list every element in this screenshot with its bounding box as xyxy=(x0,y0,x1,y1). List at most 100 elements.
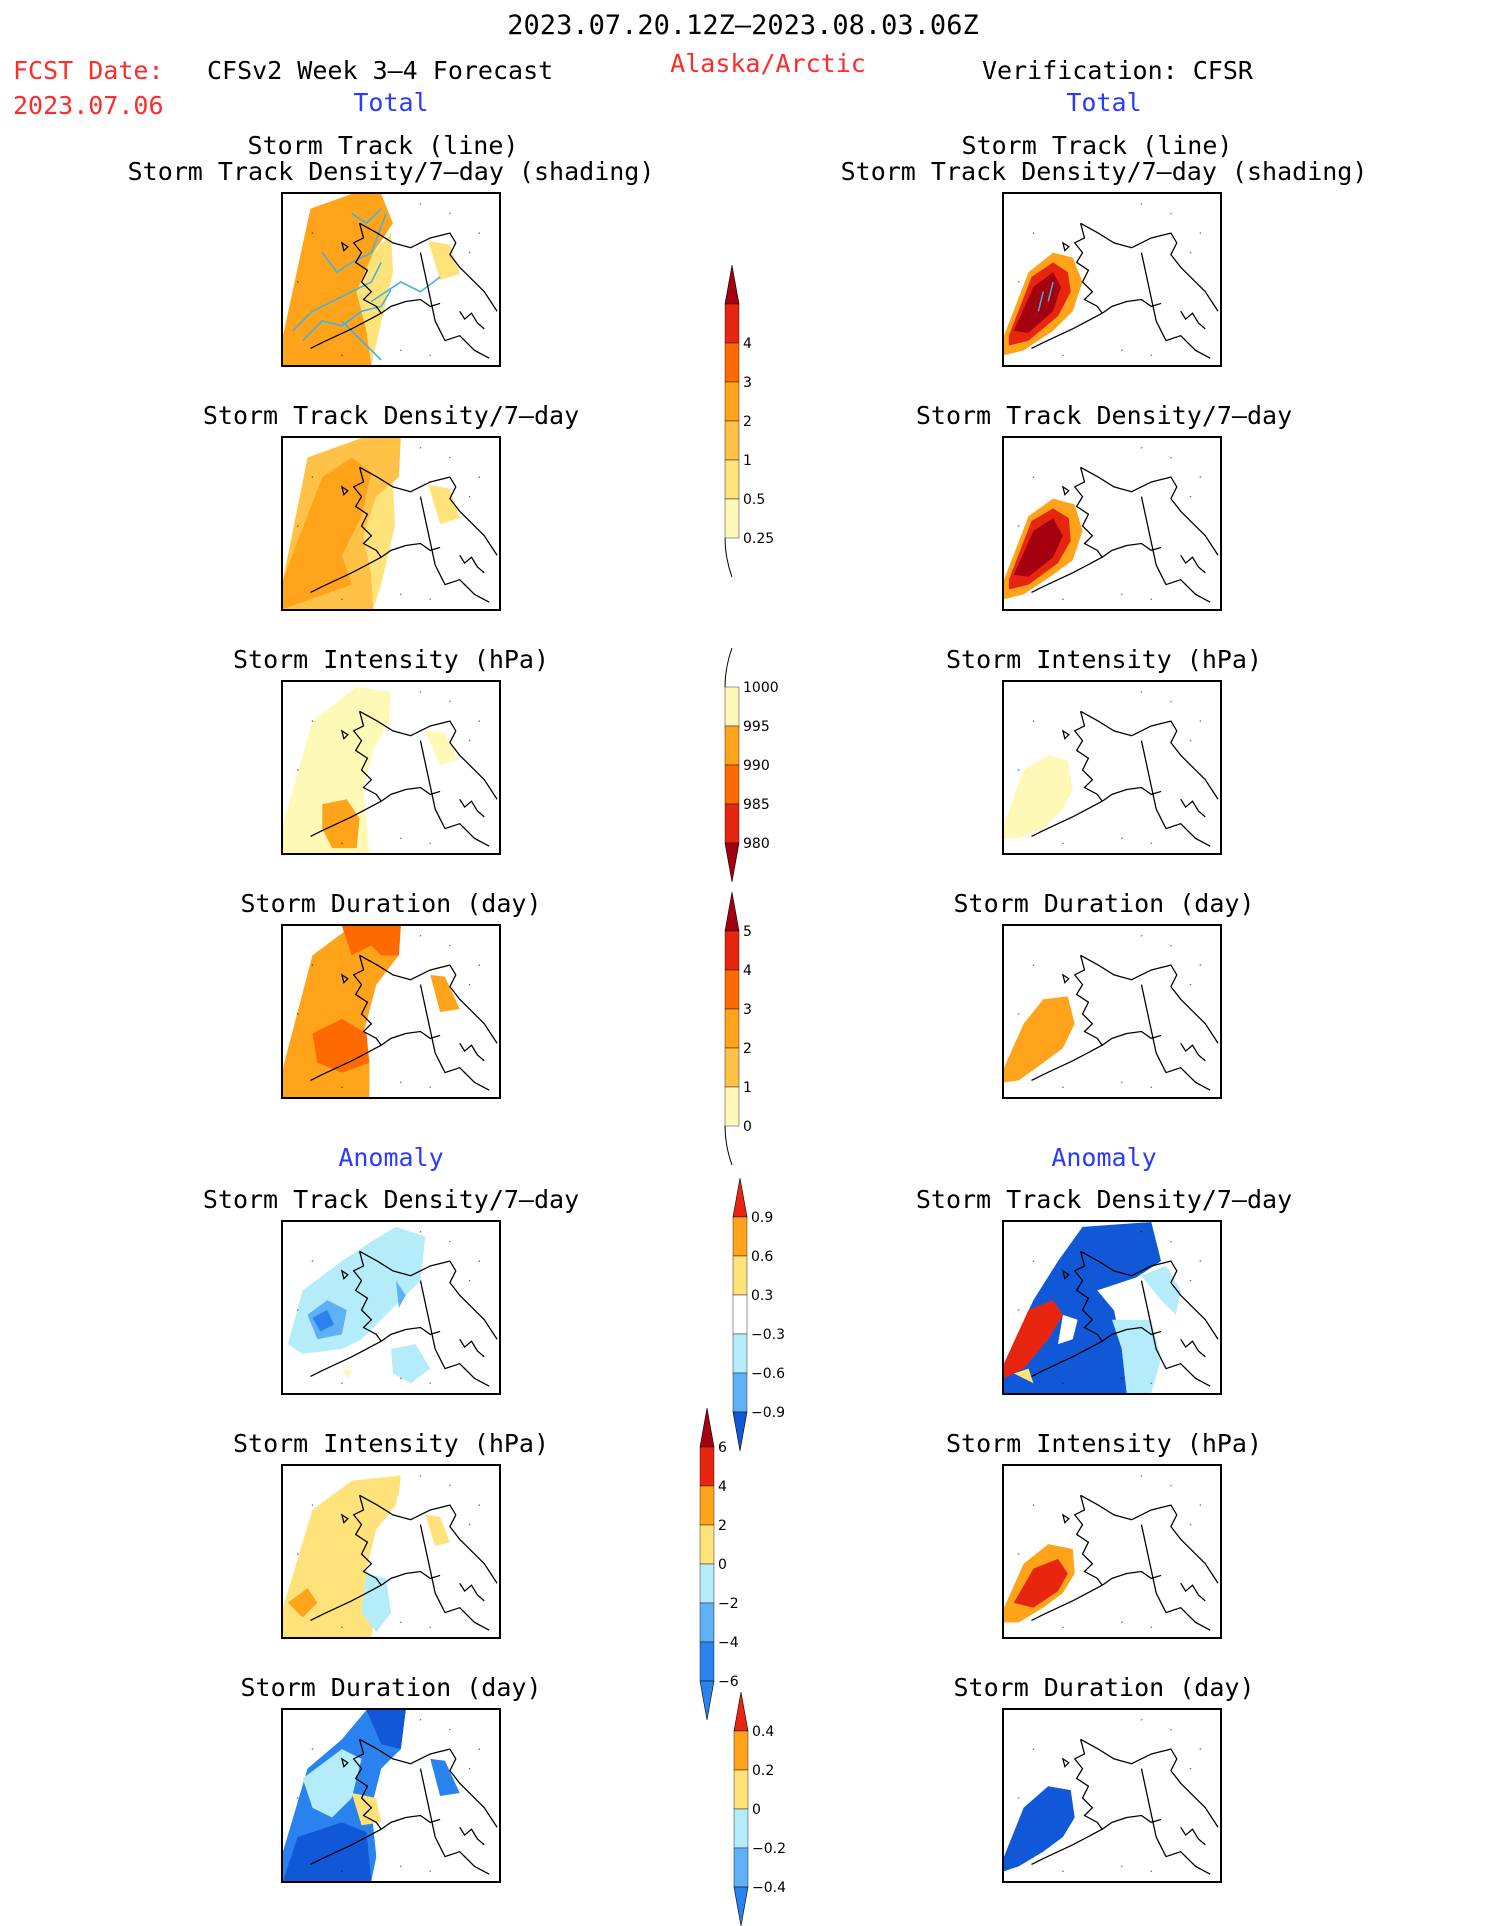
colorbar-tick-label: 4 xyxy=(743,336,752,352)
alaska-coastline xyxy=(1031,1250,1219,1387)
graticule-dots xyxy=(1017,1474,1202,1629)
forecast-period: 2023.07.20.12Z–2023.08.03.06Z xyxy=(507,10,979,41)
colorbar-tick-label: 6 xyxy=(718,1440,727,1456)
map-forecast-anom-intensity xyxy=(281,1464,501,1639)
alaska-coastline xyxy=(310,466,498,603)
colorbar-cap xyxy=(699,1680,715,1721)
colorbar-cap xyxy=(724,264,740,305)
graticule-dots xyxy=(296,1718,481,1873)
alaska-coastline xyxy=(1031,954,1219,1091)
fcst-date: 2023.07.06 xyxy=(13,91,164,120)
colorbar-tick-label: 4 xyxy=(718,1479,727,1495)
colorbar-tick-label: 990 xyxy=(743,758,770,774)
right-duration-title: Storm Duration (day) xyxy=(953,889,1255,918)
colorbar-tick-label: 4 xyxy=(743,963,752,979)
right-anom-density-title: Storm Track Density/7–day xyxy=(915,1185,1293,1214)
map-forecast-density xyxy=(281,436,501,611)
colorbar-box xyxy=(732,1294,748,1335)
graticule-dots xyxy=(296,1474,481,1629)
colorbar-box xyxy=(724,725,740,766)
map-forecast-anom-duration xyxy=(281,1708,501,1883)
graticule-dots xyxy=(1017,202,1202,357)
colorbar-box xyxy=(724,498,740,539)
graticule-dots xyxy=(296,446,481,601)
left-track-shading-title: Storm Track Density/7–day (shading) xyxy=(127,157,655,186)
graticule-dots xyxy=(1017,1230,1202,1385)
colorbar-box xyxy=(724,930,740,971)
map-cfsr-anom-duration xyxy=(1002,1708,1222,1883)
colorbar-box xyxy=(699,1641,715,1682)
colorbar-tick-label: 0.9 xyxy=(751,1210,773,1226)
region-label: Alaska/Arctic xyxy=(670,49,866,78)
colorbar-intensity-total: 1000 995 990 985 980 xyxy=(724,647,805,892)
colorbar-tick-label: −0.3 xyxy=(751,1327,785,1343)
left-intensity-title: Storm Intensity (hPa) xyxy=(232,645,550,674)
colorbar-box xyxy=(724,969,740,1010)
alaska-coastline xyxy=(1031,710,1219,847)
left-anom-intensity-title: Storm Intensity (hPa) xyxy=(232,1429,550,1458)
right-title: Verification: CFSR xyxy=(982,56,1253,85)
map-forecast-intensity xyxy=(281,680,501,855)
right-track-shading-title: Storm Track Density/7–day (shading) xyxy=(840,157,1368,186)
colorbar-tick-label: 0 xyxy=(718,1557,727,1573)
graticule-dots xyxy=(296,690,481,845)
colorbar-cap xyxy=(733,1886,749,1926)
colorbar-cap xyxy=(724,1125,733,1166)
alaska-coastline xyxy=(310,710,498,847)
left-anom-duration-title: Storm Duration (day) xyxy=(240,1673,542,1702)
colorbar-duration-anom: 0.4 0.2 0 −0.2 −0.4 xyxy=(733,1691,814,1926)
right-density-title: Storm Track Density/7–day xyxy=(915,401,1293,430)
colorbar-tick-label: 980 xyxy=(743,836,770,852)
alaska-coastline xyxy=(1031,1738,1219,1875)
colorbar-box xyxy=(724,303,740,344)
colorbar-box xyxy=(732,1333,748,1374)
colorbar-tick-label: −0.4 xyxy=(752,1880,786,1896)
colorbar-tick-label: 0.2 xyxy=(752,1763,774,1779)
colorbar-box xyxy=(699,1446,715,1487)
colorbar-tick-label: 0.3 xyxy=(751,1288,773,1304)
colorbar-box xyxy=(733,1808,749,1849)
alaska-coastline xyxy=(1031,1494,1219,1631)
colorbar-cap xyxy=(724,647,733,688)
colorbar-tick-label: 1 xyxy=(743,1080,752,1096)
graticule-dots xyxy=(296,934,481,1089)
colorbar-tick-label: 0.6 xyxy=(751,1249,773,1265)
colorbar-tick-label: 1000 xyxy=(743,680,779,696)
colorbar-tick-label: −0.2 xyxy=(752,1841,786,1857)
right-track-line-title: Storm Track (line) xyxy=(961,131,1233,160)
colorbar-duration-total: 0 1 2 3 4 5 xyxy=(724,891,805,1176)
graticule-dots xyxy=(1017,934,1202,1089)
colorbar-box xyxy=(724,459,740,500)
graticule-dots xyxy=(1017,1718,1202,1873)
colorbar-box xyxy=(733,1730,749,1771)
colorbar-tick-label: 5 xyxy=(743,924,752,940)
map-forecast-anom-density xyxy=(281,1220,501,1395)
colorbar-tick-label: −2 xyxy=(718,1596,739,1612)
colorbar-density-anom: 0.9 0.6 0.3 −0.3 −0.6 −0.9 xyxy=(732,1177,813,1462)
colorbar-box xyxy=(724,381,740,422)
left-anomaly-heading: Anomaly xyxy=(338,1143,444,1172)
right-subtitle: Total xyxy=(1066,88,1142,117)
colorbar-tick-label: 3 xyxy=(743,375,752,391)
colorbar-cap xyxy=(732,1177,748,1218)
alaska-coastline xyxy=(310,222,498,359)
alaska-coastline xyxy=(310,954,498,1091)
colorbar-cap xyxy=(724,842,740,883)
map-cfsr-anom-density xyxy=(1002,1220,1222,1395)
alaska-coastline xyxy=(1031,466,1219,603)
right-anom-intensity-title: Storm Intensity (hPa) xyxy=(945,1429,1263,1458)
map-cfsr-track-density xyxy=(1002,192,1222,367)
colorbar-tick-label: 2 xyxy=(743,414,752,430)
colorbar-cap xyxy=(732,1411,748,1452)
colorbar-box xyxy=(699,1563,715,1604)
left-subtitle: Total xyxy=(353,88,429,117)
map-cfsr-duration xyxy=(1002,924,1222,1099)
graticule-dots xyxy=(296,202,481,357)
graticule-dots xyxy=(1017,446,1202,601)
left-anom-density-title: Storm Track Density/7–day xyxy=(202,1185,580,1214)
map-forecast-track-density xyxy=(281,192,501,367)
colorbar-tick-label: 0.4 xyxy=(752,1724,774,1740)
colorbar-box xyxy=(724,686,740,727)
colorbar-tick-label: 0.25 xyxy=(743,531,774,547)
colorbar-box xyxy=(724,420,740,461)
